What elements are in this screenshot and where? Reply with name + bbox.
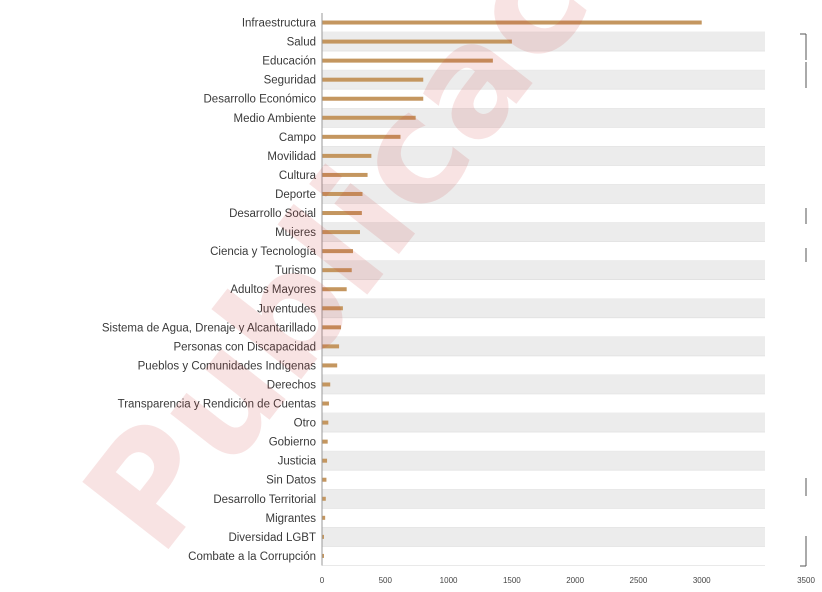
row-band (322, 413, 765, 433)
x-tick-label: 3000 (693, 576, 711, 585)
row-band (322, 146, 765, 166)
category-labels: Infraestructura Salud Educación Seguridad De… (102, 18, 317, 563)
row-bands (322, 31, 765, 566)
category-label: Migrantes (266, 513, 317, 525)
bar (322, 534, 324, 539)
category-label: Campo (279, 132, 316, 144)
x-tick-label: 1000 (440, 576, 458, 585)
row-band (322, 108, 765, 128)
bar (322, 96, 424, 101)
category-label: Movilidad (267, 151, 316, 163)
category-label: Gobierno (269, 437, 316, 449)
bar (322, 39, 512, 44)
row-band (322, 451, 765, 471)
bar (322, 58, 493, 63)
bar (322, 515, 326, 520)
row-band (322, 222, 765, 242)
category-label: Transparencia y Rendición de Cuentas (118, 399, 317, 411)
category-label: Ciencia y Tecnología (210, 246, 317, 258)
bar (322, 363, 338, 368)
category-label: Turismo (275, 265, 316, 277)
category-label: Mujeres (275, 227, 316, 239)
bar (322, 344, 340, 349)
row-band (322, 32, 765, 52)
bar (322, 477, 327, 482)
category-label: Salud (287, 37, 316, 49)
bar (322, 458, 328, 463)
x-tick-label: 1500 (503, 576, 521, 585)
row-band (322, 298, 765, 318)
bar (322, 172, 368, 177)
category-label: Desarrollo Social (229, 208, 316, 220)
row-band (322, 336, 765, 356)
bar (322, 153, 372, 158)
bar (322, 287, 347, 292)
bar (322, 249, 354, 254)
row-band (322, 260, 765, 280)
bar (322, 439, 328, 444)
bar (322, 268, 352, 273)
category-label: Justicia (278, 456, 317, 468)
bar (322, 134, 401, 139)
right-edge-marks (800, 33, 807, 567)
row-band (322, 489, 765, 509)
category-label: Educación (262, 56, 316, 68)
bar (322, 230, 360, 235)
x-tick-label: 500 (379, 576, 393, 585)
bar (322, 420, 329, 425)
category-label: Seguridad (264, 75, 316, 87)
category-label: Diversidad LGBT (228, 532, 316, 544)
bar (322, 211, 362, 216)
category-label: Pueblos y Comunidades Indígenas (138, 360, 317, 372)
category-label: Otro (294, 418, 316, 430)
x-tick-label: 0 (320, 576, 325, 585)
x-tick-label: 2500 (630, 576, 648, 585)
category-label: Juventudes (257, 303, 316, 315)
category-label: Infraestructura (242, 18, 317, 30)
x-axis-ticks: 0 500 1000 1500 2000 2500 3000 3500 (320, 576, 816, 585)
bar (322, 115, 416, 120)
category-label: Derechos (267, 379, 316, 391)
row-band (322, 70, 765, 90)
category-label: Medio Ambiente (234, 113, 316, 125)
category-label: Sin Datos (266, 475, 316, 487)
x-tick-label: 2000 (566, 576, 584, 585)
x-tick-label: 3500 (797, 576, 815, 585)
category-label: Sistema de Agua, Drenaje y Alcantarillad… (102, 322, 316, 334)
category-label: Adultos Mayores (230, 284, 316, 296)
row-band (322, 184, 765, 204)
bar (322, 496, 326, 501)
bar (322, 77, 424, 82)
bar (322, 401, 329, 406)
bar (322, 382, 331, 387)
row-band (322, 527, 765, 547)
category-label: Personas con Discapacidad (173, 341, 316, 353)
category-label: Cultura (279, 170, 317, 182)
bar (322, 20, 702, 25)
category-label: Desarrollo Económico (204, 94, 317, 106)
bar (322, 553, 324, 558)
bar (322, 325, 341, 330)
category-label: Desarrollo Territorial (213, 494, 316, 506)
category-label: Combate a la Corrupción (188, 551, 316, 563)
row-band (322, 374, 765, 394)
category-label: Deporte (275, 189, 316, 201)
bar (322, 306, 343, 311)
bar (322, 191, 363, 196)
bars (322, 20, 702, 558)
